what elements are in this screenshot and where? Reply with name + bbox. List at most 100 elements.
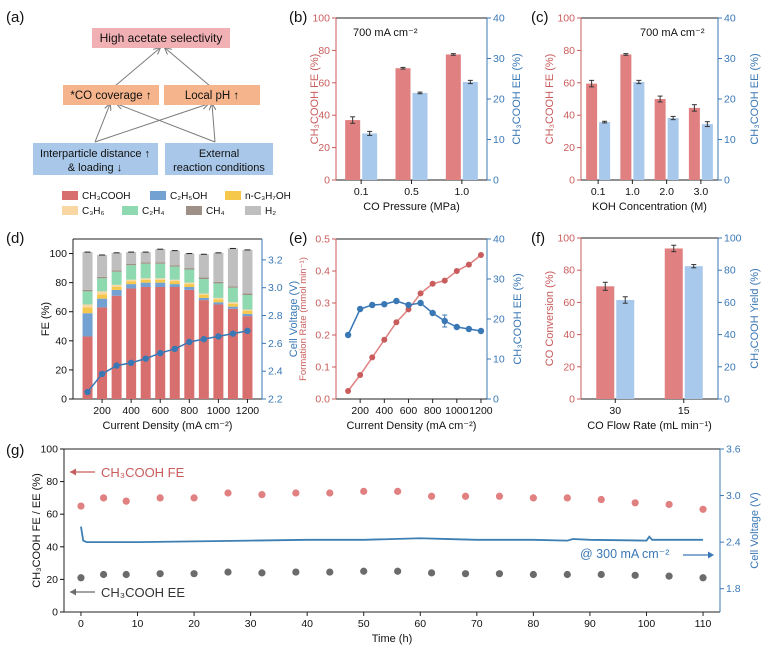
y-tick-label-left: 100 <box>557 13 575 25</box>
fe-point <box>326 489 334 497</box>
ee-point <box>429 309 436 317</box>
bar-segment-h2 <box>169 250 180 266</box>
bar-segment-h2 <box>126 252 137 264</box>
y-tick-label-left: 0.3 <box>315 298 330 310</box>
y-tick-label-left: 80 <box>318 45 330 57</box>
panel-label: (b) <box>289 9 307 26</box>
ee-point <box>417 299 424 307</box>
y-tick-label-right: 3.2 <box>268 254 283 266</box>
bar-segment-h2 <box>111 252 122 271</box>
ee-point <box>122 570 130 579</box>
ee-point <box>292 568 300 576</box>
fe-point <box>258 491 266 499</box>
panel-g: (g) 0 20 40 60 80 100 1.8 2.4 3.0 3.6 0 10 20 30 40 50 60… <box>6 442 761 645</box>
x-tick-label: 90 <box>584 618 596 630</box>
bar-segment-ch4 <box>227 286 238 288</box>
ee-point <box>344 331 352 339</box>
x-tick-label: 200 <box>351 405 369 417</box>
panel-label: (e) <box>289 230 307 247</box>
panel-f: (f) 0 20 40 60 80 100 0 20 40 60 80 100 30 15 CO Flow R… <box>531 230 761 432</box>
bar-segment-c3h6 <box>242 309 253 311</box>
x-tick-label: 400 <box>122 405 140 417</box>
bar-segment-n-c3h7oh <box>169 281 180 285</box>
bar-segment-c3h6 <box>82 304 93 308</box>
bar-segment-ch4 <box>242 293 253 295</box>
y-axis-title-right: Cell Voltage (V) <box>288 281 300 357</box>
formation-rate-point <box>381 336 388 343</box>
y-tick-label-right: 10 <box>724 134 736 146</box>
bar-segment-ch4 <box>82 289 93 292</box>
bar-segment-n-c3h7oh <box>242 311 253 314</box>
fe-point <box>427 492 436 500</box>
bar-segment-ch3cooh <box>227 308 238 399</box>
box-interparticle-line2: & loading ↓ <box>68 162 122 174</box>
box-external <box>165 143 273 175</box>
bar-segment-ch4 <box>126 263 137 266</box>
bar-segment-ch4 <box>155 262 166 264</box>
fe-point <box>190 494 198 502</box>
y-tick-label-right: 40 <box>493 13 505 25</box>
y-tick-label-right: 3.0 <box>268 282 283 294</box>
bar-segment-c3h6 <box>126 279 137 282</box>
y-tick-label-left: 20 <box>46 574 58 586</box>
bar-ee <box>616 299 635 399</box>
x-tick-label: 70 <box>471 618 483 630</box>
bar-segment-c3h6 <box>111 284 122 287</box>
bar-segment-c3h6 <box>227 302 238 304</box>
bar-fe <box>345 120 361 180</box>
bar-segment-c2h5oh <box>140 282 151 287</box>
annotation: 700 mA cm⁻² <box>353 27 418 39</box>
y-tick-label-left: 80 <box>55 277 67 289</box>
ee-point <box>461 570 470 578</box>
y-tick-label-right: 20 <box>493 94 505 106</box>
bar-segment-n-c3h7oh <box>126 281 137 285</box>
x-tick-label: 0.1 <box>591 186 606 198</box>
legend-label: C₃H₆ <box>82 206 105 217</box>
ee-point <box>597 570 605 579</box>
panel-label: (f) <box>531 230 545 247</box>
bar-segment-c3h6 <box>213 297 224 300</box>
voltage-arrow-head <box>708 551 714 559</box>
y-tick-label-left: 60 <box>563 77 575 89</box>
panel-a-label: (a) <box>6 9 24 26</box>
bar-fe <box>445 54 461 181</box>
legend-swatch <box>122 206 138 215</box>
formation-rate-point <box>441 277 448 284</box>
x-tick-label: 800 <box>181 405 199 417</box>
y-tick-label-left: 0.4 <box>315 266 330 278</box>
y-tick-label-left: 40 <box>318 110 330 122</box>
ee-point <box>405 301 412 309</box>
y-tick-label-left: 100 <box>312 13 330 25</box>
x-tick-label: 100 <box>638 618 656 630</box>
box-local-ph-text: Local pH ↑ <box>185 90 239 102</box>
bar-segment-n-c3h7oh <box>155 279 166 283</box>
bar-segment-h2 <box>97 255 108 277</box>
ee-line <box>347 300 482 336</box>
legend-swatch <box>186 206 202 215</box>
bar-ee <box>684 266 703 399</box>
y-tick-label-right: 0 <box>724 175 730 187</box>
box-high-acetate-text: High acetate selectivity <box>100 31 223 45</box>
x-tick-label: 60 <box>414 618 426 630</box>
bar-ee <box>599 122 611 180</box>
x-axis-title: Current Density (mA cm⁻²) <box>347 420 477 432</box>
y-axis-title-left: CH₃COOH FE / EE (%) <box>31 473 43 588</box>
y-tick-label-right: 2.6 <box>268 338 283 350</box>
y-tick-label-left: 0.5 <box>315 234 330 246</box>
ee-point <box>465 325 473 333</box>
fe-point <box>99 494 108 502</box>
x-tick-label: 110 <box>695 618 712 630</box>
legend-label: CH₄ <box>206 206 225 217</box>
legend-swatch <box>225 191 241 200</box>
panel-c: (c) 0 20 40 60 80 100 0 10 20 30 40 0.1 1.0 2.0 3.0 KOH … <box>531 9 761 213</box>
bar-segment-n-c3h7oh <box>213 299 224 303</box>
ee-point <box>495 570 504 578</box>
x-tick-label: 0.1 <box>354 186 369 198</box>
fe-point <box>77 502 85 510</box>
bar-segment-ch4 <box>97 276 108 279</box>
voltage-point <box>215 333 222 340</box>
bar-fe <box>688 107 700 180</box>
bar-segment-n-c3h7oh <box>184 284 195 287</box>
y-tick-label-left: 0 <box>61 394 67 406</box>
ee-point <box>156 570 164 578</box>
